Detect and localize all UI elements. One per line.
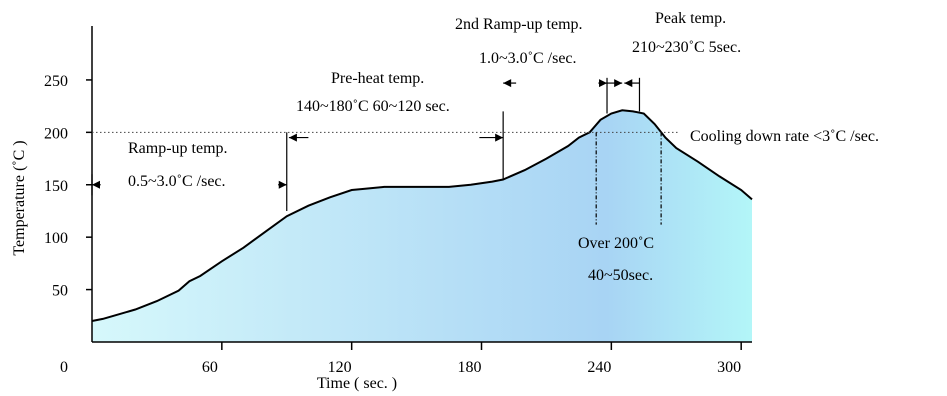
peak-left-arrow-head bbox=[614, 79, 623, 88]
y-tick-label: 100 bbox=[44, 230, 68, 247]
preheat-title: Pre-heat temp. bbox=[331, 70, 424, 87]
x-tick-label: 60 bbox=[202, 359, 218, 376]
ramp2-right-arrow-head bbox=[599, 79, 608, 88]
y-axis-label: Temperature (˚C ) bbox=[11, 140, 28, 255]
temperature-area bbox=[92, 110, 752, 342]
over200-detail: 40~50sec. bbox=[588, 267, 653, 284]
over200-title: Over 200˚C bbox=[578, 235, 654, 252]
ramp-up-title: Ramp-up temp. bbox=[128, 140, 228, 157]
y-tick-label: 50 bbox=[52, 283, 68, 300]
ramp-up-rate: 0.5~3.0˚C /sec. bbox=[128, 173, 226, 190]
ramp2-rate: 1.0~3.0˚C /sec. bbox=[479, 50, 577, 67]
y-tick-label: 250 bbox=[44, 73, 68, 90]
ramp-up-right-arrow-head bbox=[278, 180, 287, 189]
x-axis-label: Time ( sec. ) bbox=[317, 375, 397, 392]
y-tick-label: 150 bbox=[44, 178, 68, 195]
peak-detail: 210~230˚C 5sec. bbox=[632, 39, 741, 56]
x-tick-label: 0 bbox=[60, 359, 68, 376]
preheat-right-arrow-head bbox=[495, 133, 504, 142]
x-tick-label: 120 bbox=[328, 359, 352, 376]
preheat-detail: 140~180˚C 60~120 sec. bbox=[296, 98, 450, 115]
ramp2-left-arrow-head bbox=[503, 79, 512, 88]
preheat-left-arrow-head bbox=[288, 133, 297, 142]
ramp2-title: 2nd Ramp-up temp. bbox=[455, 16, 583, 33]
x-tick-label: 300 bbox=[717, 359, 741, 376]
cooling-rate: Cooling down rate <3˚C /sec. bbox=[690, 128, 879, 145]
peak-title: Peak temp. bbox=[655, 10, 726, 27]
x-tick-label: 240 bbox=[587, 359, 611, 376]
ramp-up-left-arrow-head bbox=[92, 180, 100, 189]
temperature-curve bbox=[91, 109, 753, 322]
y-tick-label: 200 bbox=[44, 125, 68, 142]
x-tick-label: 180 bbox=[458, 359, 482, 376]
peak-right-arrow-head bbox=[624, 79, 633, 88]
